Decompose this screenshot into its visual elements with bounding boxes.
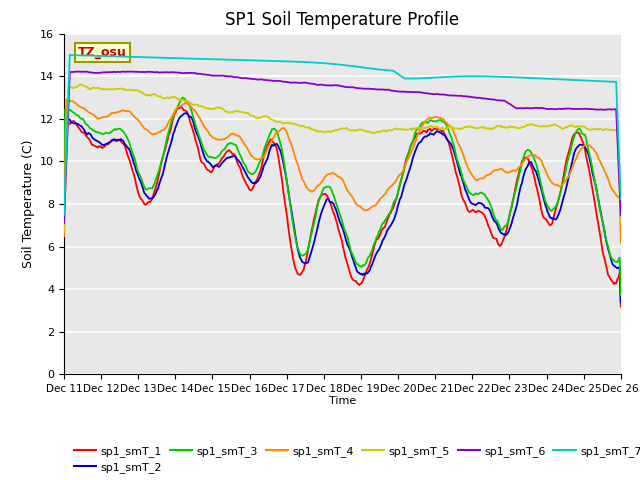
- Line: sp1_smT_1: sp1_smT_1: [64, 107, 621, 307]
- sp1_smT_7: [60, 212, 68, 217]
- Y-axis label: Soil Temperature (C): Soil Temperature (C): [22, 140, 35, 268]
- sp1_smT_6: [74, 69, 82, 74]
- sp1_smT_5: [296, 123, 304, 129]
- Line: sp1_smT_7: sp1_smT_7: [64, 55, 621, 215]
- sp1_smT_6: [470, 95, 478, 100]
- Line: sp1_smT_5: sp1_smT_5: [64, 84, 621, 230]
- sp1_smT_1: [373, 236, 381, 242]
- sp1_smT_3: [60, 194, 68, 200]
- sp1_smT_5: [234, 108, 242, 114]
- sp1_smT_5: [373, 129, 381, 135]
- sp1_smT_6: [373, 86, 381, 92]
- sp1_smT_3: [567, 147, 575, 153]
- sp1_smT_5: [76, 82, 84, 87]
- sp1_smT_5: [567, 122, 575, 128]
- sp1_smT_2: [60, 202, 68, 208]
- sp1_smT_4: [373, 201, 381, 206]
- sp1_smT_7: [66, 52, 74, 58]
- sp1_smT_5: [60, 228, 68, 233]
- sp1_smT_4: [234, 133, 242, 139]
- sp1_smT_2: [373, 250, 381, 256]
- sp1_smT_1: [399, 168, 407, 174]
- sp1_smT_6: [60, 220, 68, 226]
- Text: TZ_osu: TZ_osu: [78, 46, 127, 59]
- sp1_smT_2: [617, 300, 625, 305]
- sp1_smT_2: [567, 165, 575, 171]
- Line: sp1_smT_4: sp1_smT_4: [64, 99, 621, 242]
- sp1_smT_7: [296, 59, 304, 65]
- sp1_smT_7: [567, 77, 575, 83]
- sp1_smT_3: [373, 234, 381, 240]
- sp1_smT_6: [399, 89, 407, 95]
- Legend: sp1_smT_1, sp1_smT_2, sp1_smT_3, sp1_smT_4, sp1_smT_5, sp1_smT_6, sp1_smT_7: sp1_smT_1, sp1_smT_2, sp1_smT_3, sp1_smT…: [70, 441, 640, 478]
- Title: SP1 Soil Temperature Profile: SP1 Soil Temperature Profile: [225, 11, 460, 29]
- sp1_smT_5: [470, 125, 478, 131]
- X-axis label: Time: Time: [329, 396, 356, 406]
- Line: sp1_smT_3: sp1_smT_3: [64, 97, 621, 295]
- sp1_smT_2: [399, 185, 407, 191]
- sp1_smT_3: [179, 95, 186, 100]
- Line: sp1_smT_2: sp1_smT_2: [64, 113, 621, 302]
- sp1_smT_7: [373, 66, 381, 72]
- sp1_smT_2: [296, 254, 304, 260]
- Line: sp1_smT_6: sp1_smT_6: [64, 72, 621, 223]
- sp1_smT_1: [567, 141, 575, 147]
- sp1_smT_7: [234, 57, 242, 63]
- sp1_smT_5: [617, 218, 625, 224]
- sp1_smT_3: [617, 292, 625, 298]
- sp1_smT_6: [567, 106, 575, 112]
- sp1_smT_3: [234, 148, 242, 154]
- sp1_smT_4: [470, 175, 478, 181]
- sp1_smT_7: [617, 196, 625, 202]
- sp1_smT_4: [567, 168, 575, 174]
- sp1_smT_7: [470, 73, 478, 79]
- sp1_smT_1: [470, 208, 478, 214]
- sp1_smT_4: [399, 167, 407, 173]
- sp1_smT_7: [399, 75, 407, 81]
- sp1_smT_4: [63, 96, 70, 102]
- sp1_smT_3: [399, 170, 407, 176]
- sp1_smT_2: [182, 110, 190, 116]
- sp1_smT_6: [296, 80, 304, 86]
- sp1_smT_2: [470, 202, 478, 207]
- sp1_smT_6: [617, 213, 625, 218]
- sp1_smT_1: [617, 304, 625, 310]
- sp1_smT_3: [296, 251, 304, 256]
- sp1_smT_1: [234, 162, 242, 168]
- sp1_smT_1: [60, 201, 68, 206]
- sp1_smT_2: [234, 157, 242, 163]
- sp1_smT_4: [60, 233, 68, 239]
- sp1_smT_4: [296, 169, 304, 175]
- sp1_smT_1: [296, 272, 304, 278]
- sp1_smT_5: [399, 127, 407, 133]
- sp1_smT_6: [234, 75, 242, 81]
- sp1_smT_3: [470, 192, 478, 197]
- sp1_smT_1: [177, 104, 185, 110]
- sp1_smT_4: [617, 240, 625, 245]
